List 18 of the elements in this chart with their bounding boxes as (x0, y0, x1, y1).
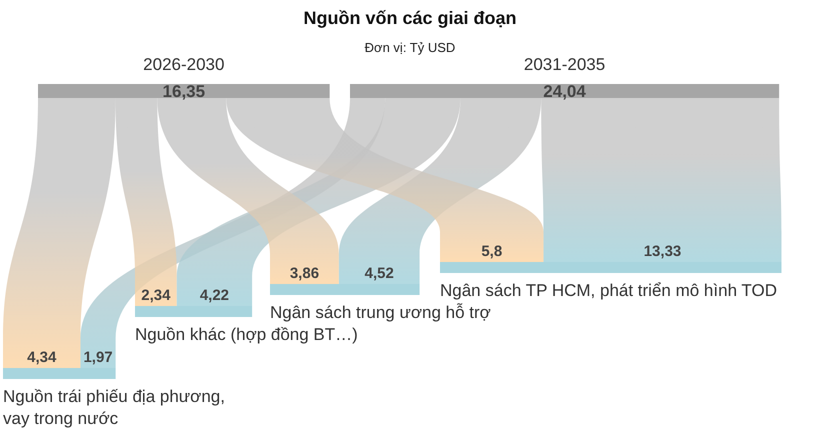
text: 16,35 (162, 82, 206, 101)
data-label: 13,33 (644, 243, 682, 260)
category-label: Ngân sách TP HCM, phát triển mô hình TOD (440, 281, 778, 300)
category-label: Nguồn khác (hợp đồng BT…) (135, 325, 358, 344)
data-label: 4,34 (27, 349, 57, 366)
data-label: 1,97 (83, 349, 113, 366)
text: 24,04 (543, 82, 586, 101)
category-label: Ngân sách trung ương hỗ trợ (270, 303, 491, 322)
data-label: 4,52 (364, 265, 394, 282)
series-label: 2031-2035 (524, 55, 606, 74)
text: Đơn vị: Tỷ USD (364, 40, 456, 55)
data-label: 3,86 (290, 265, 320, 282)
series-label: 2026-2030 (143, 55, 224, 74)
category-label: Nguồn trái phiếu địa phương, vay trong nước (3, 387, 225, 428)
text: Nguồn vốn các giai đoạn (303, 8, 517, 28)
data-label: 4,22 (200, 287, 230, 304)
data-label: 5,8 (481, 243, 502, 260)
data-label: 2,34 (141, 287, 172, 304)
